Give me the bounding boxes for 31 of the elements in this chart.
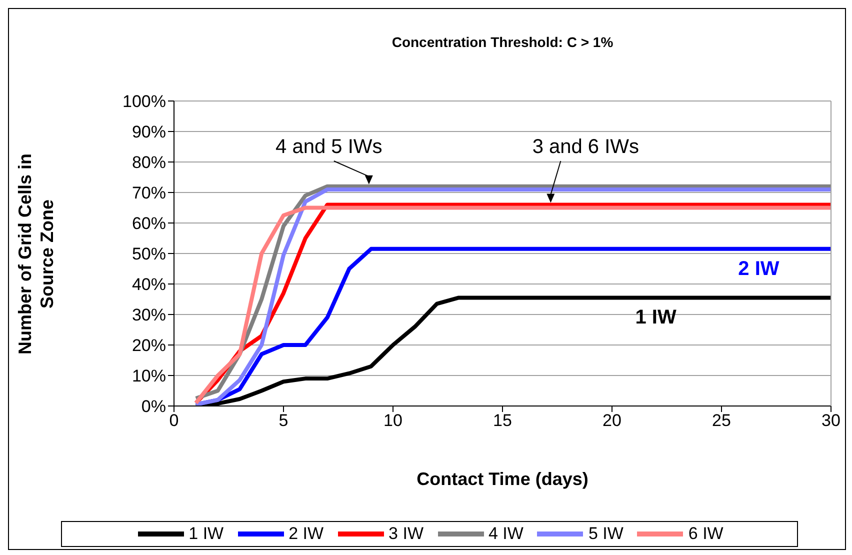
y-tick-label: 80%: [132, 153, 166, 172]
y-tick-label: 60%: [132, 214, 166, 234]
y-tick-label: 10%: [132, 366, 166, 386]
x-tick-label: 25: [712, 411, 731, 430]
x-tick-label: 10: [384, 411, 402, 430]
annotation: 1 IW: [635, 306, 676, 329]
legend-label: 5 IW: [588, 524, 624, 544]
y-tick-label: 100%: [122, 92, 166, 112]
x-tick-label: 30: [822, 411, 840, 430]
x-tick-label: 15: [493, 411, 512, 430]
y-tick-label: 20%: [132, 336, 166, 356]
y-tick-label: 70%: [132, 184, 166, 203]
y-axis-title: Number of Grid Cells in Source Zone: [14, 152, 58, 356]
annotation: 3 and 6 IWs: [532, 136, 640, 158]
x-axis-title: Contact Time (days): [416, 469, 588, 489]
annotation: 4 and 5 IWs: [276, 136, 382, 158]
annotation: 2 IW: [738, 258, 780, 280]
chart-title: Concentration Threshold: C > 1%: [392, 34, 614, 50]
legend-label: 3 IW: [388, 524, 424, 544]
y-tick-label: 30%: [132, 306, 166, 325]
legend-label: 4 IW: [488, 524, 524, 544]
x-tick-label: 0: [169, 411, 179, 430]
y-tick-label: 90%: [132, 122, 166, 142]
y-tick-label: 0%: [141, 397, 166, 416]
legend-label: 6 IW: [688, 524, 724, 544]
legend-label: 1 IW: [188, 524, 224, 544]
x-tick-label: 5: [278, 411, 288, 430]
legend-label: 2 IW: [288, 524, 324, 544]
y-tick-label: 50%: [132, 244, 166, 264]
y-tick-label: 40%: [132, 275, 166, 294]
x-tick-label: 20: [602, 411, 622, 430]
